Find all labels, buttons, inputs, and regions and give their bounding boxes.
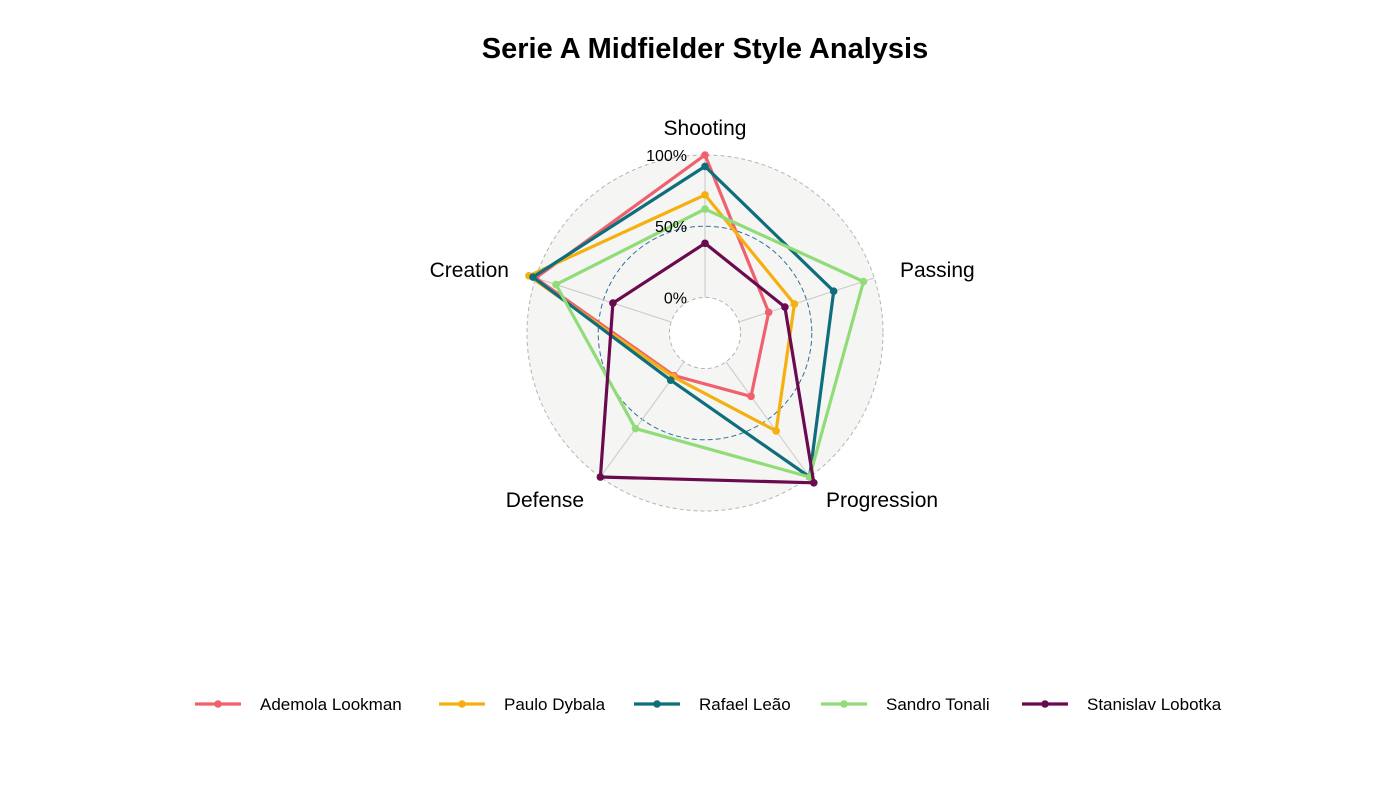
data-point-passing bbox=[781, 303, 789, 311]
series-sandro-tonali bbox=[552, 205, 868, 481]
data-point-shooting bbox=[701, 162, 709, 171]
data-point-creation bbox=[529, 273, 537, 281]
legend: Ademola Lookman Paulo Dybala Rafael Leão Sa… bbox=[195, 695, 1222, 714]
axis-label-defense: Defense bbox=[506, 489, 584, 512]
series-stanislav-lobotka bbox=[596, 239, 818, 487]
grid-ring-50 bbox=[597, 225, 813, 441]
data-point-shooting bbox=[701, 191, 709, 199]
data-point-progression bbox=[747, 392, 755, 401]
data-point-creation bbox=[609, 299, 617, 307]
legend-label: Stanislav Lobotka bbox=[1087, 695, 1222, 714]
data-point-progression bbox=[810, 478, 818, 487]
legend-swatch-marker bbox=[458, 700, 466, 708]
axis-labels: Shooting Passing Progression Defense Creatio… bbox=[430, 117, 975, 512]
axis-spoke-passing bbox=[738, 277, 875, 323]
data-point-passing bbox=[829, 287, 838, 295]
data-point-passing bbox=[790, 300, 799, 308]
ring-label: 0% bbox=[664, 290, 687, 307]
axis-label-creation: Creation bbox=[430, 259, 509, 282]
grid-ring-0 bbox=[668, 296, 742, 370]
data-point-defense bbox=[596, 473, 605, 481]
legend-label: Ademola Lookman bbox=[260, 695, 402, 714]
axis-label-shooting: Shooting bbox=[664, 117, 747, 140]
legend-item: Paulo Dybala bbox=[439, 695, 606, 714]
legend-swatch-marker bbox=[840, 700, 848, 708]
data-point-progression bbox=[772, 427, 780, 435]
series-line bbox=[598, 241, 816, 485]
legend-swatch-marker bbox=[653, 700, 661, 708]
ring-label: 100% bbox=[646, 148, 687, 165]
data-point-passing bbox=[764, 308, 773, 317]
legend-label: Paulo Dybala bbox=[504, 695, 606, 714]
data-point-shooting bbox=[701, 239, 709, 248]
axis-label-progression: Progression bbox=[826, 489, 938, 512]
data-point-shooting bbox=[701, 205, 709, 213]
data-point-creation bbox=[552, 280, 560, 289]
legend-item: Sandro Tonali bbox=[821, 695, 990, 714]
data-point-defense bbox=[666, 376, 675, 385]
legend-item: Ademola Lookman bbox=[195, 695, 402, 714]
radar-series bbox=[525, 151, 868, 487]
legend-label: Rafael Leão bbox=[699, 695, 791, 714]
legend-item: Rafael Leão bbox=[634, 695, 791, 714]
ring-labels: 0% 50% 100% bbox=[646, 148, 687, 307]
legend-swatch-marker bbox=[214, 700, 222, 708]
radar-grid bbox=[526, 154, 884, 512]
series-line bbox=[554, 207, 866, 479]
legend-label: Sandro Tonali bbox=[886, 695, 990, 714]
data-point-defense bbox=[631, 424, 640, 433]
ring-label: 50% bbox=[655, 219, 687, 236]
data-point-passing bbox=[859, 277, 868, 286]
chart-title: Serie A Midfielder Style Analysis bbox=[482, 33, 928, 65]
series-line bbox=[531, 164, 836, 479]
legend-swatch-marker bbox=[1041, 700, 1049, 708]
axis-label-passing: Passing bbox=[900, 259, 975, 282]
data-point-shooting bbox=[701, 151, 709, 159]
axis-spoke-progression bbox=[725, 361, 811, 478]
legend-item: Stanislav Lobotka bbox=[1022, 695, 1222, 714]
